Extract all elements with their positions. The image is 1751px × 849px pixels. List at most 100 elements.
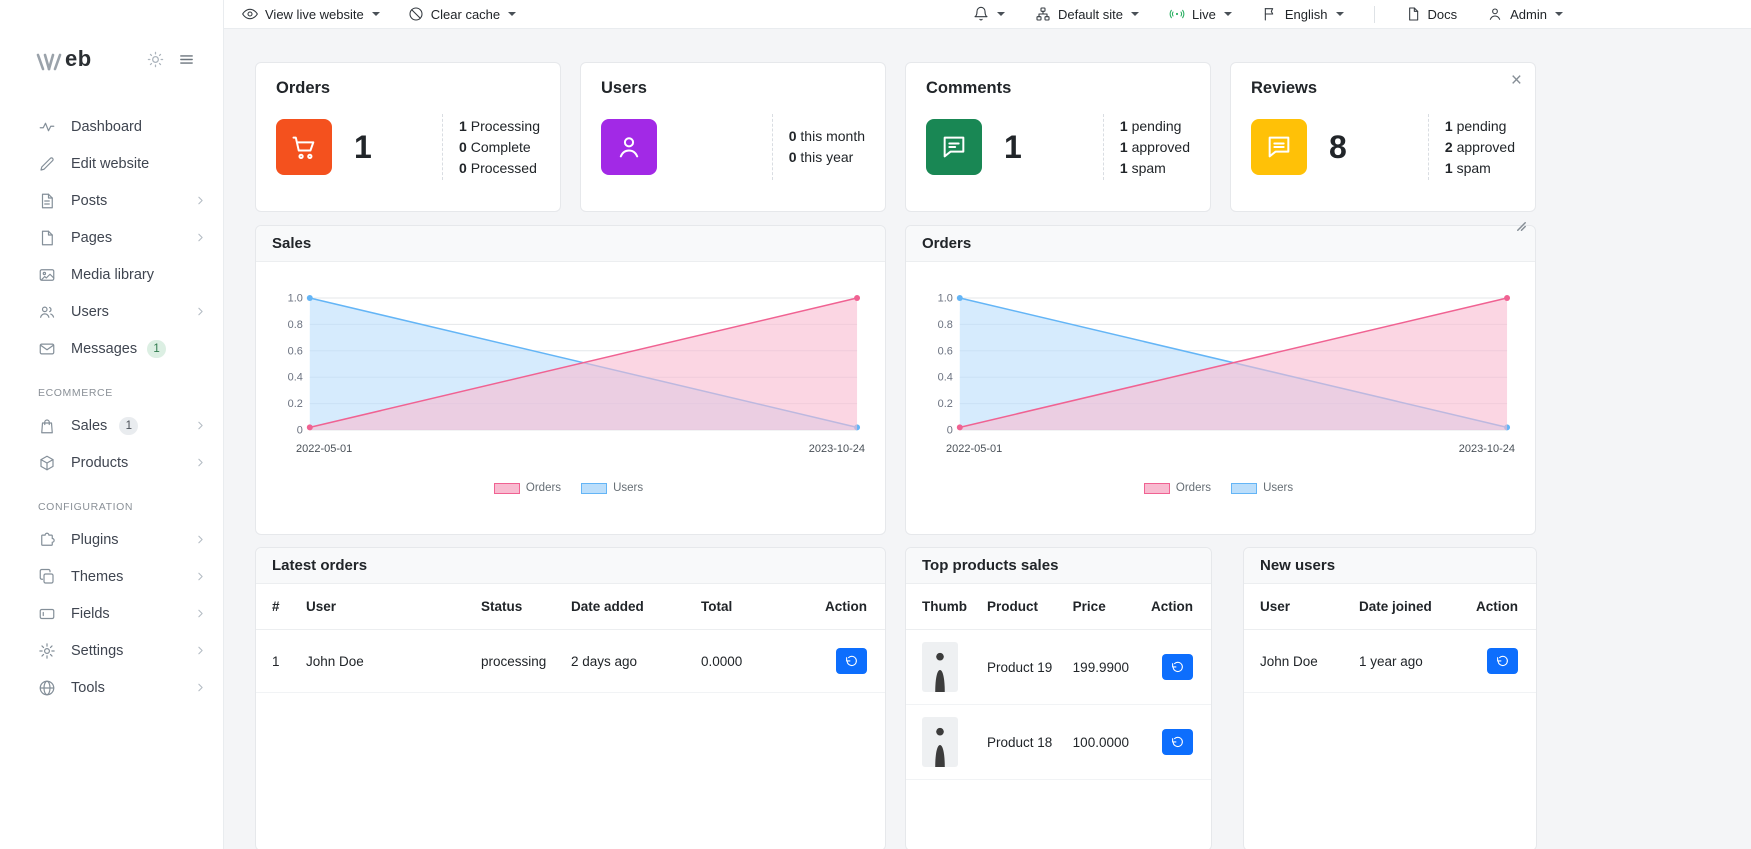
sidebar-item-label: Plugins xyxy=(71,531,119,548)
section-label-ecommerce: ECOMMERCE xyxy=(38,387,113,399)
image-icon xyxy=(39,268,55,281)
card-title: Orders xyxy=(276,79,331,97)
svg-text:1.0: 1.0 xyxy=(938,292,953,304)
sidebar-item-plugins[interactable]: Plugins xyxy=(0,521,223,558)
sidebar-item-themes[interactable]: Themes xyxy=(0,558,223,595)
chevron-right-icon xyxy=(198,609,203,618)
file-icon xyxy=(41,230,53,245)
x-axis-labels: 2022-05-01 2023-10-24 xyxy=(946,443,1515,455)
sidebar-item-fields[interactable]: Fields xyxy=(0,595,223,632)
col-header: Total xyxy=(691,584,782,630)
orders-stat-card: Orders 1 1 Processing 0 Complete 0 Proce… xyxy=(255,62,561,212)
input-field-icon xyxy=(39,608,55,619)
product-action-button[interactable] xyxy=(1162,729,1193,755)
orders-chart-card: Orders 0 0.2 0.4 0.6 0.8 1.0 2022-05-01 2023-1… xyxy=(905,225,1536,535)
brush-icon xyxy=(40,156,54,171)
user-icon xyxy=(601,119,657,175)
sidebar-item-users[interactable]: Users xyxy=(0,293,223,330)
dashboard-content: Orders 1 1 Processing 0 Complete 0 Proce… xyxy=(224,29,1751,849)
sidebar-item-label: Users xyxy=(71,303,109,320)
notifications-button[interactable] xyxy=(973,6,1005,22)
sidebar-item-pages[interactable]: Pages xyxy=(0,219,223,256)
bell-icon xyxy=(974,6,988,21)
chevron-right-icon xyxy=(198,307,203,316)
broadcast-icon xyxy=(1169,9,1185,19)
sidebar-item-settings[interactable]: Settings xyxy=(0,632,223,669)
language-button[interactable]: English xyxy=(1262,6,1344,22)
sidebar-item-label: Sales xyxy=(71,417,108,434)
product-name: Product 19 xyxy=(977,629,1063,705)
live-status-button[interactable]: Live xyxy=(1169,6,1232,22)
product-thumbnail xyxy=(922,717,958,767)
person-icon xyxy=(1489,8,1501,20)
admin-menu-button[interactable]: Admin xyxy=(1487,6,1563,22)
sidebar-item-sales[interactable]: Sales 1 xyxy=(0,407,223,444)
col-header: Thumb xyxy=(906,584,977,630)
users-icon xyxy=(40,306,55,318)
product-name: Product 18 xyxy=(977,704,1063,780)
close-icon[interactable]: × xyxy=(1510,70,1522,91)
stat-cards-row: Orders 1 1 Processing 0 Complete 0 Proce… xyxy=(255,62,1751,231)
docs-button[interactable]: Docs xyxy=(1405,6,1458,22)
comments-count: 1 xyxy=(1004,128,1022,165)
order-status: processing xyxy=(471,629,561,693)
sales-area-chart: 0 0.2 0.4 0.6 0.8 1.0 xyxy=(288,292,861,437)
sidebar-item-dashboard[interactable]: Dashboard xyxy=(0,108,223,145)
latest-orders-card: Latest orders # User Status Date added T… xyxy=(255,547,886,849)
svg-text:0.2: 0.2 xyxy=(938,398,953,410)
clear-cache-button[interactable]: Clear cache xyxy=(408,6,517,22)
sidebar-item-label: Edit website xyxy=(71,155,150,172)
order-action-button[interactable] xyxy=(836,648,867,674)
sales-count-badge: 1 xyxy=(119,416,139,435)
sidebar-item-label: Themes xyxy=(71,568,124,585)
default-site-button[interactable]: Default site xyxy=(1035,6,1140,22)
table-title: New users xyxy=(1244,548,1536,584)
docs-label: Docs xyxy=(1427,6,1458,22)
col-header: Price xyxy=(1062,584,1141,630)
sidebar-item-posts[interactable]: Posts xyxy=(0,182,223,219)
view-live-website-button[interactable]: View live website xyxy=(242,6,380,22)
menu-icon[interactable] xyxy=(178,51,195,68)
chart-title: Orders xyxy=(906,226,1535,262)
gear-icon xyxy=(39,642,55,659)
sidebar-item-products[interactable]: Products xyxy=(0,444,223,481)
sidebar-item-label: Pages xyxy=(71,229,113,246)
sidebar-item-media-library[interactable]: Media library xyxy=(0,256,223,293)
view-live-website-label: View live website xyxy=(265,6,364,22)
sidebar-item-edit-website[interactable]: Edit website xyxy=(0,145,223,182)
col-header: Status xyxy=(471,584,561,630)
sidebar-item-label: Fields xyxy=(71,605,110,622)
reviews-breakdown: 1 pending 2 approved 1 spam xyxy=(1427,114,1515,180)
sidebar-item-tools[interactable]: Tools xyxy=(0,669,223,706)
order-date: 2 days ago xyxy=(561,629,691,693)
svg-text:0.6: 0.6 xyxy=(288,345,303,357)
slash-circle-icon xyxy=(409,7,423,21)
mail-icon xyxy=(39,343,55,354)
user-action-button[interactable] xyxy=(1487,648,1518,674)
logo[interactable]: eb xyxy=(36,46,92,72)
product-action-button[interactable] xyxy=(1162,654,1193,680)
resize-handle-icon[interactable] xyxy=(1515,220,1528,233)
orders-breakdown: 1 Processing 0 Complete 0 Processed xyxy=(442,114,540,180)
users-stat-card: Users 0 this month 0 this year xyxy=(580,62,886,212)
svg-text:0.4: 0.4 xyxy=(938,372,953,384)
legend-swatch-orders xyxy=(493,482,520,494)
new-users-table: User Date joined Action John Doe 1 year … xyxy=(1244,584,1536,693)
language-label: English xyxy=(1284,6,1328,22)
copy-icon xyxy=(39,568,54,584)
order-number: 1 xyxy=(256,629,296,693)
sales-chart-card: Sales 0 0.2 0.4 0.6 0.8 1.0 2022-05-01 2023-10… xyxy=(255,225,886,535)
sidebar-item-messages[interactable]: Messages 1 xyxy=(0,330,223,367)
product-price: 100.0000 xyxy=(1062,704,1141,780)
caret-down-icon xyxy=(1335,12,1344,16)
svg-text:0: 0 xyxy=(947,424,953,436)
chevron-right-icon xyxy=(198,196,203,205)
chevron-right-icon xyxy=(198,233,203,242)
card-title: Users xyxy=(601,79,647,97)
svg-text:0.8: 0.8 xyxy=(288,319,303,331)
default-site-label: Default site xyxy=(1057,6,1124,22)
main-area: View live website Clear cache Default si… xyxy=(224,0,1751,849)
sun-icon[interactable] xyxy=(147,51,164,68)
comments-breakdown: 1 pending 1 approved 1 spam xyxy=(1102,114,1190,180)
